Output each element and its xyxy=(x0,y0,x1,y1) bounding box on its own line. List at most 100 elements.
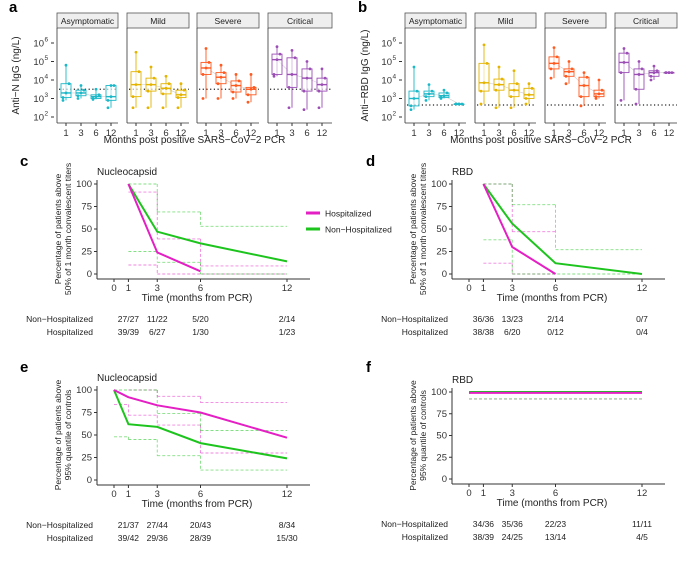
data-point xyxy=(412,65,416,69)
facet-label: Mild xyxy=(150,16,166,26)
y-tick-label: 75 xyxy=(436,409,447,420)
data-point xyxy=(652,71,656,74)
data-point xyxy=(61,98,65,102)
table-cell: 27/44 xyxy=(147,520,169,530)
table-row-label: Non−Hospitalized xyxy=(26,314,93,324)
y-tick-exponent: 3 xyxy=(393,92,397,99)
data-point xyxy=(412,97,416,100)
table-cell: 13/14 xyxy=(545,532,567,542)
data-point xyxy=(549,76,553,80)
table-cell: 13/23 xyxy=(502,314,524,324)
data-point xyxy=(634,102,638,106)
x-tick-label: 12 xyxy=(106,128,117,139)
y-tick-exponent: 6 xyxy=(393,37,397,44)
data-point xyxy=(649,78,653,82)
data-point xyxy=(515,82,519,86)
data-point xyxy=(670,71,674,74)
x-axis-label: Time (months from PCR) xyxy=(142,293,253,304)
y-tick-label: 0 xyxy=(87,475,92,486)
table-cell: 22/23 xyxy=(545,519,567,529)
data-point xyxy=(567,70,571,74)
series-line-hospitalized xyxy=(113,389,288,439)
x-tick-label: 12 xyxy=(282,489,293,500)
data-point xyxy=(164,74,168,78)
table-row-label: Hospitalized xyxy=(402,327,449,337)
x-tick-label: 1 xyxy=(411,128,416,139)
y-axis-label: Percentage of patients above50% of 1 mon… xyxy=(53,163,73,295)
data-point xyxy=(176,106,180,110)
data-point xyxy=(149,65,153,69)
data-point xyxy=(82,88,86,92)
data-point xyxy=(640,67,644,71)
data-point xyxy=(79,84,83,87)
data-point xyxy=(94,95,98,99)
facet-strip xyxy=(474,12,537,29)
data-point xyxy=(527,82,531,86)
table-row-label: Non−Hospitalized xyxy=(381,314,448,324)
table-cell: 2/14 xyxy=(279,314,296,324)
y-tick-exponent: 2 xyxy=(393,111,397,118)
x-tick-label: 1 xyxy=(621,128,626,139)
data-point xyxy=(479,102,483,106)
x-axis-label: Months post positive SARS−CoV−2 PCR xyxy=(104,135,286,146)
facet-strip xyxy=(404,12,467,29)
table-cell: 29/36 xyxy=(147,533,169,543)
y-tick-label: 100 xyxy=(76,179,92,190)
data-point xyxy=(308,67,312,71)
data-point xyxy=(512,69,516,73)
data-point xyxy=(106,106,110,110)
data-point xyxy=(305,60,309,63)
y-tick-label: 10 xyxy=(33,76,44,87)
data-point xyxy=(91,98,95,101)
data-point xyxy=(427,92,431,96)
data-point xyxy=(287,86,291,89)
x-tick-label: 12 xyxy=(317,128,328,139)
data-point xyxy=(512,88,516,92)
y-tick-label: 25 xyxy=(81,453,92,464)
data-point xyxy=(76,94,80,98)
x-tick-label: 12 xyxy=(246,128,257,139)
y-tick-label: 10 xyxy=(381,76,392,87)
table-cell: 4/5 xyxy=(636,532,648,542)
data-point xyxy=(149,83,153,87)
data-point xyxy=(137,70,141,74)
series-line-hospitalized xyxy=(482,183,557,275)
data-point xyxy=(179,93,183,97)
data-point xyxy=(320,83,324,87)
x-tick-label: 6 xyxy=(651,128,656,139)
data-point xyxy=(131,95,135,99)
x-tick-label: 1 xyxy=(133,128,138,139)
table-cell: 15/30 xyxy=(276,533,298,543)
x-tick-label: 1 xyxy=(274,128,279,139)
series-line-hospitalized xyxy=(127,183,201,273)
data-point xyxy=(570,67,574,71)
y-tick-label: 10 xyxy=(33,39,44,50)
data-point xyxy=(500,77,504,81)
data-point xyxy=(582,71,586,74)
data-point xyxy=(249,87,253,91)
data-point xyxy=(454,102,458,106)
y-tick-label: 100 xyxy=(76,385,92,396)
box xyxy=(633,68,645,90)
panel-title: RBD xyxy=(452,167,473,178)
y-axis-label: Anti−N IgG (ng/L) xyxy=(11,36,22,114)
y-tick-label: 10 xyxy=(381,57,392,68)
data-point xyxy=(287,106,291,110)
data-point xyxy=(234,73,238,76)
data-point xyxy=(497,83,501,87)
facet-label: Mild xyxy=(498,16,514,26)
table-cell: 11/11 xyxy=(632,519,652,529)
data-point xyxy=(549,67,553,71)
data-point xyxy=(622,61,626,64)
x-tick-label: 6 xyxy=(233,128,238,139)
panel-label: c xyxy=(20,153,28,170)
table-row-label: Non−Hospitalized xyxy=(381,519,448,529)
x-tick-label: 1 xyxy=(481,283,486,294)
data-point xyxy=(94,87,98,91)
x-tick-label: 12 xyxy=(176,128,187,139)
facet-severe: Severe 1 3 6 12 xyxy=(196,12,260,139)
data-point xyxy=(460,102,464,106)
data-point xyxy=(552,46,556,50)
table-cell: 35/36 xyxy=(502,519,524,529)
